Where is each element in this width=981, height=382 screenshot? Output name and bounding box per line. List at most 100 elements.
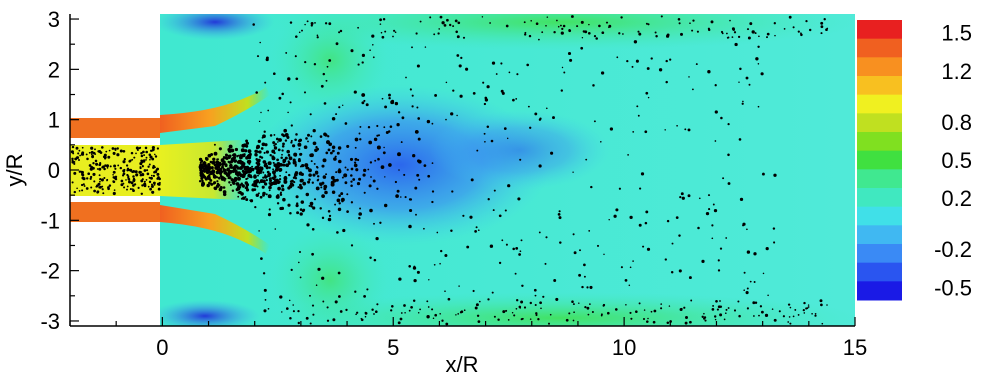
particle — [695, 63, 698, 66]
particle — [398, 169, 400, 171]
particle — [380, 31, 383, 34]
particle — [684, 128, 687, 131]
particle — [299, 152, 303, 156]
particle — [800, 32, 802, 35]
particle — [666, 321, 670, 325]
particle — [151, 149, 154, 152]
particle — [528, 34, 532, 38]
particle — [309, 201, 314, 206]
particle — [644, 221, 648, 225]
particle — [246, 159, 251, 164]
particle — [366, 288, 369, 291]
particle — [752, 301, 756, 305]
particle — [626, 59, 629, 63]
particle — [635, 59, 639, 63]
particle — [675, 216, 679, 219]
particle — [431, 190, 435, 193]
particle — [304, 60, 307, 64]
particle — [438, 28, 441, 30]
particle — [334, 300, 338, 304]
particle — [237, 154, 240, 157]
particle — [754, 32, 757, 35]
particle — [216, 167, 220, 171]
particle — [327, 217, 332, 222]
particle — [393, 29, 396, 32]
particle — [354, 157, 358, 161]
colorbar-ticks: 1.5 1.2 0.8 0.5 0.2 -0.2 -0.5 — [934, 21, 972, 301]
particle — [332, 149, 335, 153]
particle — [568, 29, 572, 33]
particle — [292, 310, 295, 313]
particle — [489, 244, 494, 248]
particle — [418, 178, 421, 181]
particle — [75, 146, 79, 150]
particle — [317, 178, 320, 181]
particle — [535, 22, 539, 26]
colorbar-tick-label: 1.2 — [941, 59, 972, 84]
particle — [352, 178, 356, 181]
particle — [394, 31, 397, 33]
particle — [285, 307, 289, 310]
particle — [93, 189, 96, 193]
particle — [336, 151, 340, 155]
particle — [148, 153, 152, 157]
particle — [501, 239, 504, 242]
particle — [647, 23, 650, 26]
particle — [122, 182, 125, 185]
particle — [741, 102, 744, 105]
particle — [645, 91, 649, 95]
particle — [335, 171, 338, 174]
particle — [414, 129, 419, 134]
particle — [229, 160, 234, 164]
particle — [86, 177, 89, 180]
particle — [245, 198, 249, 202]
particle — [491, 61, 496, 65]
particle — [112, 191, 116, 196]
particle — [605, 21, 609, 24]
particle — [539, 301, 542, 305]
particle — [293, 181, 296, 184]
particle — [713, 315, 717, 318]
particle — [417, 117, 421, 120]
particle — [492, 209, 495, 212]
particle — [125, 179, 127, 181]
particle — [80, 170, 82, 173]
particle — [746, 250, 751, 254]
particle — [416, 173, 420, 177]
particle — [112, 173, 114, 176]
particle — [726, 32, 728, 35]
particle — [688, 276, 692, 280]
particle — [281, 144, 285, 148]
particle — [300, 178, 304, 183]
particle — [556, 19, 558, 22]
particle — [368, 140, 373, 145]
particle — [222, 186, 226, 189]
x-axis-label: x/R — [446, 352, 479, 377]
particle — [98, 185, 102, 189]
particle — [207, 163, 211, 167]
particle — [746, 28, 750, 31]
particle — [78, 149, 81, 152]
particle — [486, 125, 490, 128]
particle — [807, 304, 810, 306]
particle — [122, 149, 126, 153]
particle — [268, 208, 271, 211]
particle — [595, 37, 598, 40]
particle — [707, 194, 711, 197]
particle — [290, 124, 293, 127]
particle — [409, 208, 413, 213]
particle — [95, 185, 98, 188]
particle — [417, 137, 421, 141]
particle — [664, 258, 667, 261]
particle — [263, 151, 266, 154]
particle — [541, 31, 544, 34]
particle — [490, 139, 494, 143]
particle — [350, 244, 354, 247]
particle — [462, 214, 465, 217]
particle — [356, 158, 360, 162]
particle — [469, 215, 473, 219]
particle — [542, 295, 545, 298]
particle — [266, 170, 270, 174]
particle — [381, 97, 384, 100]
particle — [384, 105, 388, 109]
